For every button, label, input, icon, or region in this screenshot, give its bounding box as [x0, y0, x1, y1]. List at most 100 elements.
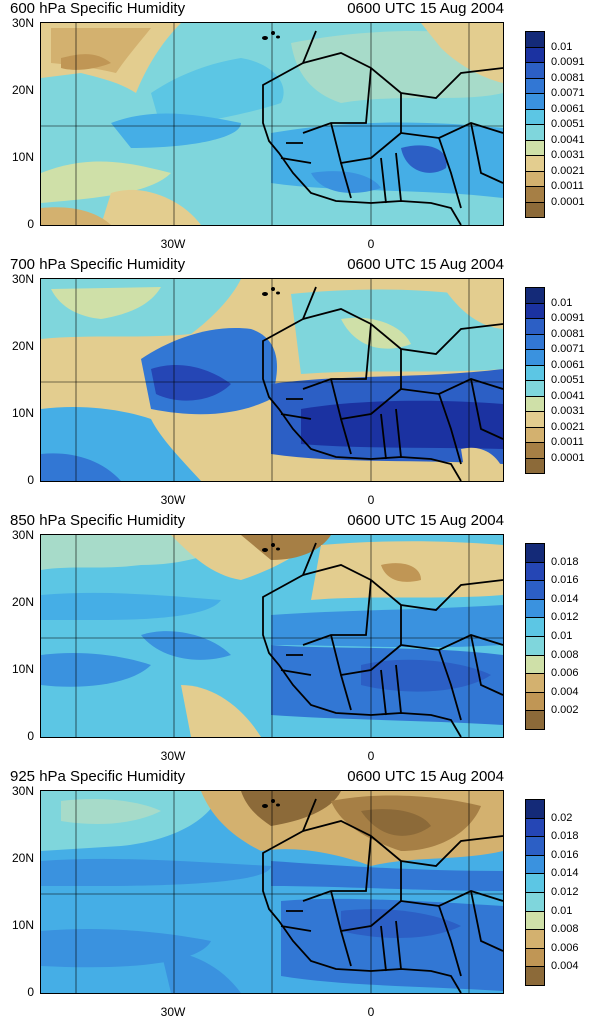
colorbar-tick-label: 0.0081: [551, 71, 585, 84]
humidity-map: [40, 22, 504, 226]
colorbar-tick-label: 0.018: [551, 830, 579, 843]
lat-label-10n: 10N: [11, 662, 34, 676]
colorbar-swatch: [525, 836, 545, 856]
colorbar-swatch: [525, 46, 545, 63]
lat-label-20n: 20N: [11, 851, 34, 865]
colorbar-swatch: [525, 77, 545, 94]
colorbar-tick-label: 0.016: [551, 848, 579, 861]
colorbar-tick-label: 0.0031: [551, 149, 585, 161]
colorbar-tick-label: 0.0011: [551, 436, 584, 448]
colorbar-tick-label: 0.02: [551, 811, 573, 824]
colorbar-tick-label: 0.01: [551, 40, 573, 53]
colorbar-swatch: [525, 302, 545, 319]
lat-label-0: 0: [27, 473, 34, 487]
map-canvas: [41, 535, 503, 737]
panel-time: 0600 UTC 15 Aug 2004: [347, 256, 504, 273]
colorbar-tick-label: 0.01: [551, 296, 573, 309]
colorbar-swatch: [525, 929, 545, 949]
lat-label-0: 0: [27, 729, 34, 743]
lat-label-10n: 10N: [11, 150, 34, 164]
colorbar-swatch: [525, 892, 545, 912]
colorbar-swatch: [525, 636, 545, 656]
colorbar-swatch: [525, 287, 545, 304]
colorbar-tick-label: 0.0041: [551, 389, 585, 402]
colorbar-swatch: [525, 966, 545, 986]
colorbar-swatch: [525, 380, 545, 397]
map-canvas: [41, 279, 503, 481]
colorbar-swatch: [525, 333, 545, 350]
colorbar-swatch: [525, 108, 545, 125]
lon-label-0: 0: [367, 493, 375, 507]
colorbar-tick-label: 0.014: [551, 867, 579, 880]
humidity-map: [40, 790, 504, 994]
colorbar-swatch: [525, 580, 545, 600]
colorbar-swatch: [525, 910, 545, 931]
colorbar-swatch: [525, 598, 545, 619]
colorbar-swatch: [525, 411, 545, 428]
panel-925hpa: 925 hPa Specific Humidity 0600 UTC 15 Au…: [0, 768, 600, 1023]
colorbar-tick-label: 0.0001: [551, 195, 585, 208]
colorbar: [525, 31, 545, 218]
colorbar-swatch: [525, 543, 545, 563]
colorbar-tick-label: 0.0001: [551, 451, 585, 464]
lon-label-0: 0: [367, 749, 375, 763]
humidity-map: [40, 278, 504, 482]
colorbar-swatch: [525, 155, 545, 172]
colorbar-swatch: [525, 817, 545, 838]
colorbar-tick-label: 0.012: [551, 886, 579, 898]
colorbar-swatch: [525, 186, 545, 203]
colorbar-tick-label: 0.004: [551, 960, 579, 973]
panel-850hpa: 850 hPa Specific Humidity 0600 UTC 15 Au…: [0, 512, 600, 767]
colorbar-swatch: [525, 873, 545, 893]
colorbar-swatch: [525, 170, 545, 187]
colorbar-tick-label: 0.0031: [551, 405, 585, 417]
colorbar-swatch: [525, 31, 545, 48]
colorbar-swatch: [525, 442, 545, 459]
colorbar-swatch: [525, 654, 545, 675]
colorbar-tick-label: 0.0081: [551, 327, 585, 340]
panel-title: 700 hPa Specific Humidity: [10, 256, 186, 273]
panel-title: 925 hPa Specific Humidity: [10, 768, 186, 785]
colorbar-tick-label: 0.0071: [551, 343, 585, 355]
lat-label-20n: 20N: [11, 595, 34, 609]
colorbar: [525, 799, 545, 986]
colorbar: [525, 543, 545, 730]
lat-label-30n: 30N: [11, 528, 34, 542]
colorbar-tick-label: 0.0021: [551, 164, 585, 177]
colorbar-swatch: [525, 457, 545, 474]
colorbar-tick-label: 0.008: [551, 648, 579, 661]
colorbar-swatch: [525, 318, 545, 335]
colorbar-tick-label: 0.01: [551, 904, 573, 917]
lon-label-30w: 30W: [160, 1005, 186, 1019]
colorbar-swatch: [525, 124, 545, 141]
lon-label-0: 0: [367, 237, 375, 251]
lon-label-30w: 30W: [160, 237, 186, 251]
colorbar-swatch: [525, 691, 545, 712]
colorbar-tick-label: 0.0091: [551, 56, 585, 68]
lat-label-30n: 30N: [11, 784, 34, 798]
colorbar-tick-label: 0.016: [551, 574, 579, 587]
colorbar-swatch: [525, 364, 545, 381]
panel-600hpa: 600 hPa Specific Humidity 0600 UTC 15 Au…: [0, 0, 600, 255]
colorbar-swatch: [525, 561, 545, 582]
humidity-map: [40, 534, 504, 738]
lon-label-0: 0: [367, 1005, 375, 1019]
colorbar-swatch: [525, 673, 545, 693]
colorbar-swatch: [525, 710, 545, 730]
lat-label-20n: 20N: [11, 83, 34, 97]
colorbar-swatch: [525, 62, 545, 79]
colorbar-swatch: [525, 854, 545, 875]
colorbar-tick-label: 0.0061: [551, 358, 585, 371]
colorbar-tick-label: 0.006: [551, 667, 579, 680]
colorbar-tick-label: 0.0091: [551, 312, 585, 324]
lat-label-0: 0: [27, 217, 34, 231]
colorbar-swatch: [525, 947, 545, 968]
lat-label-20n: 20N: [11, 339, 34, 353]
colorbar-swatch: [525, 349, 545, 366]
colorbar-tick-label: 0.002: [551, 704, 579, 717]
colorbar-tick-label: 0.01: [551, 630, 573, 642]
colorbar-swatch: [525, 395, 545, 412]
panel-700hpa: 700 hPa Specific Humidity 0600 UTC 15 Au…: [0, 256, 600, 511]
panel-time: 0600 UTC 15 Aug 2004: [347, 0, 504, 17]
lat-label-0: 0: [27, 985, 34, 999]
